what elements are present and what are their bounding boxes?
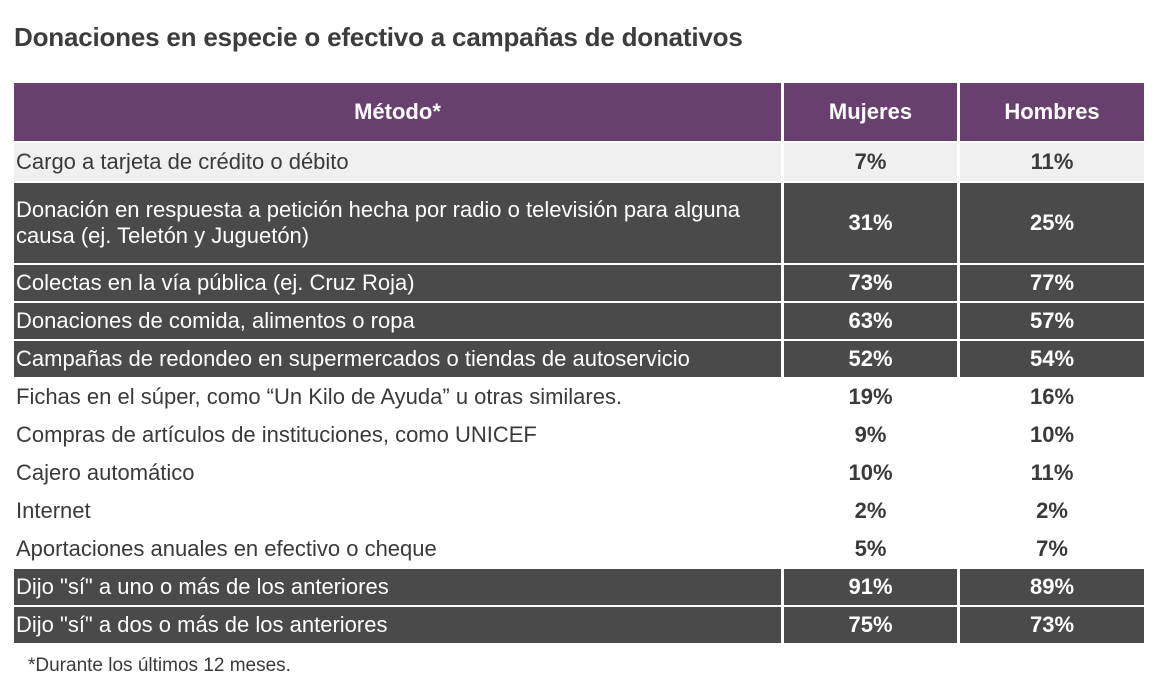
mujeres-cell: 5%	[784, 529, 960, 567]
method-cell: Cargo a tarjeta de crédito o débito	[14, 141, 784, 181]
column-header-method: Método*	[14, 83, 784, 141]
hombres-cell: 57%	[960, 301, 1144, 339]
table-row: Aportaciones anuales en efectivo o chequ…	[14, 529, 1144, 567]
method-cell: Fichas en el súper, como “Un Kilo de Ayu…	[14, 377, 784, 415]
column-header-mujeres: Mujeres	[784, 83, 960, 141]
method-cell: Compras de artículos de instituciones, c…	[14, 415, 784, 453]
table-row: Cajero automático 10% 11%	[14, 453, 1144, 491]
table-row: Donaciones de comida, alimentos o ropa 63…	[14, 301, 1144, 339]
hombres-cell: 11%	[960, 453, 1144, 491]
hombres-cell: 25%	[960, 181, 1144, 263]
column-header-hombres: Hombres	[960, 83, 1144, 141]
method-cell: Aportaciones anuales en efectivo o chequ…	[14, 529, 784, 567]
mujeres-cell: 63%	[784, 301, 960, 339]
table-row: Internet 2% 2%	[14, 491, 1144, 529]
hombres-cell: 11%	[960, 141, 1144, 181]
hombres-cell: 7%	[960, 529, 1144, 567]
mujeres-cell: 75%	[784, 605, 960, 643]
mujeres-cell: 19%	[784, 377, 960, 415]
table-row: Colectas en la vía pública (ej. Cruz Roj…	[14, 263, 1144, 301]
page-title: Donaciones en especie o efectivo a campa…	[14, 22, 743, 52]
method-cell: Internet	[14, 491, 784, 529]
method-cell: Donaciones de comida, alimentos o ropa	[14, 301, 784, 339]
footnote: *Durante los últimos 12 meses.	[28, 655, 291, 676]
mujeres-cell: 73%	[784, 263, 960, 301]
method-cell: Dijo "sí" a uno o más de los anteriores	[14, 567, 784, 605]
method-cell: Dijo "sí" a dos o más de los anteriores	[14, 605, 784, 643]
table-row: Fichas en el súper, como “Un Kilo de Ayu…	[14, 377, 1144, 415]
mujeres-cell: 52%	[784, 339, 960, 377]
donations-table: Método* Mujeres Hombres Cargo a tarjeta …	[14, 83, 1144, 643]
mujeres-cell: 91%	[784, 567, 960, 605]
mujeres-cell: 31%	[784, 181, 960, 263]
method-cell: Cajero automático	[14, 453, 784, 491]
mujeres-cell: 10%	[784, 453, 960, 491]
table-header-row: Método* Mujeres Hombres	[14, 83, 1144, 141]
mujeres-cell: 2%	[784, 491, 960, 529]
table-row: Compras de artículos de instituciones, c…	[14, 415, 1144, 453]
hombres-cell: 77%	[960, 263, 1144, 301]
hombres-cell: 16%	[960, 377, 1144, 415]
hombres-cell: 2%	[960, 491, 1144, 529]
mujeres-cell: 9%	[784, 415, 960, 453]
hombres-cell: 73%	[960, 605, 1144, 643]
hombres-cell: 89%	[960, 567, 1144, 605]
table-row: Dijo "sí" a uno o más de los anteriores 9…	[14, 567, 1144, 605]
method-cell: Donación en respuesta a petición hecha p…	[14, 181, 784, 263]
hombres-cell: 10%	[960, 415, 1144, 453]
table-row: Donación en respuesta a petición hecha p…	[14, 181, 1144, 263]
hombres-cell: 54%	[960, 339, 1144, 377]
method-cell: Colectas en la vía pública (ej. Cruz Roj…	[14, 263, 784, 301]
table-row: Cargo a tarjeta de crédito o débito 7% 11%	[14, 141, 1144, 181]
mujeres-cell: 7%	[784, 141, 960, 181]
table-row: Campañas de redondeo en supermercados o …	[14, 339, 1144, 377]
table-row: Dijo "sí" a dos o más de los anteriores 7…	[14, 605, 1144, 643]
method-cell: Campañas de redondeo en supermercados o …	[14, 339, 784, 377]
